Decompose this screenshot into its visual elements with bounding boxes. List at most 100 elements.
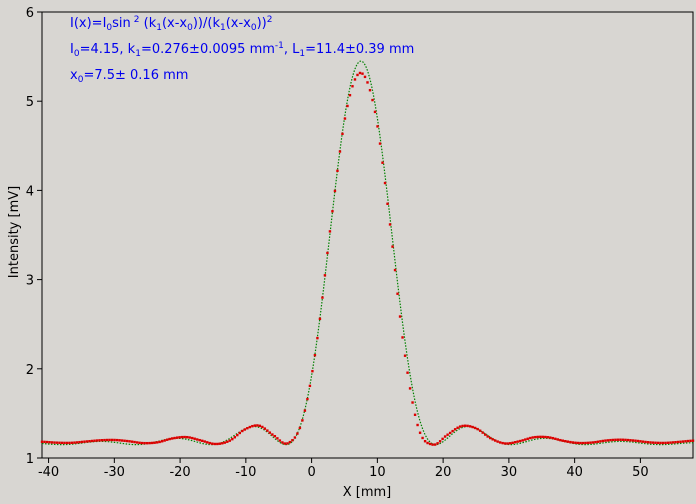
- data-point: [554, 437, 557, 440]
- data-point: [55, 441, 59, 444]
- data-point: [281, 441, 284, 444]
- data-point: [604, 439, 607, 442]
- data-point: [226, 440, 229, 443]
- data-point: [654, 441, 657, 444]
- data-point: [233, 436, 236, 439]
- data-point: [574, 441, 577, 444]
- data-point: [606, 439, 610, 442]
- data-point: [201, 439, 204, 442]
- axis-ticks: -40 -30 -20 -10 0 10 20 30 40 50 1 2 3 4 5 6: [26, 6, 649, 480]
- data-point: [196, 438, 199, 441]
- data-point: [278, 439, 282, 442]
- data-point: [541, 435, 544, 439]
- data-point: [343, 117, 347, 120]
- data-point: [168, 437, 171, 441]
- data-point: [586, 441, 590, 445]
- data-point: [120, 439, 124, 442]
- data-point: [108, 438, 111, 442]
- data-point: [519, 439, 522, 443]
- data-point: [501, 441, 504, 445]
- data-point: [338, 150, 342, 153]
- data-point: [323, 274, 327, 277]
- data-point: [539, 435, 542, 439]
- data-point: [659, 441, 662, 445]
- data-point: [386, 202, 389, 205]
- data-point: [113, 438, 116, 442]
- data-point: [178, 436, 181, 439]
- data-point: [674, 441, 677, 444]
- data-point: [641, 440, 645, 443]
- data-point: [601, 439, 605, 443]
- data-point: [491, 438, 494, 441]
- data-point: [496, 440, 499, 443]
- data-point: [85, 440, 89, 443]
- data-point: [463, 424, 467, 427]
- data-point: [143, 441, 146, 445]
- data-point: [383, 181, 387, 185]
- data-point: [684, 440, 687, 443]
- data-point: [103, 438, 106, 442]
- data-point: [466, 424, 469, 428]
- data-point: [629, 439, 632, 442]
- data-point: [626, 438, 630, 442]
- data-point: [421, 436, 424, 440]
- data-point: [594, 440, 597, 444]
- data-point: [78, 440, 81, 444]
- data-point: [333, 189, 337, 193]
- data-point: [328, 230, 332, 233]
- data-point: [536, 435, 539, 439]
- data-point: [488, 436, 492, 440]
- data-point: [486, 435, 489, 438]
- data-point: [418, 431, 422, 434]
- data-point: [423, 440, 427, 443]
- data-point: [509, 442, 512, 445]
- data-point: [95, 439, 99, 442]
- data-point: [599, 440, 602, 443]
- data-point: [188, 436, 191, 439]
- data-point: [441, 437, 444, 441]
- data-point: [534, 435, 537, 439]
- data-point: [644, 440, 647, 444]
- data-point: [251, 424, 254, 428]
- data-point: [80, 440, 84, 444]
- data-point: [546, 436, 549, 439]
- data-point: [433, 443, 437, 446]
- data-point: [619, 438, 622, 441]
- data-point: [133, 440, 136, 444]
- data-point: [526, 437, 529, 440]
- data-point: [621, 438, 625, 441]
- data-point: [48, 441, 51, 444]
- data-point: [241, 429, 244, 433]
- data-point: [331, 210, 334, 213]
- data-point: [123, 439, 126, 442]
- data-point: [140, 441, 144, 445]
- x-tick-label: -20: [169, 465, 190, 480]
- data-point: [478, 429, 482, 432]
- data-point: [138, 441, 141, 445]
- data-point: [471, 425, 474, 429]
- plot-area: [41, 11, 694, 459]
- center-parameter: x0=7.5± 0.16 mm: [70, 68, 188, 85]
- data-point: [556, 438, 559, 441]
- data-point: [90, 439, 94, 443]
- data-point: [248, 425, 252, 429]
- data-point: [283, 442, 287, 445]
- y-tick-label: 5: [26, 95, 34, 110]
- data-point: [268, 431, 272, 434]
- data-point: [75, 441, 79, 444]
- data-point: [504, 442, 507, 445]
- data-point: [98, 439, 101, 442]
- data-point: [223, 441, 226, 444]
- data-point: [148, 441, 151, 445]
- data-point: [163, 439, 166, 442]
- data-point: [691, 439, 695, 442]
- data-point: [118, 439, 121, 442]
- data-point: [529, 436, 532, 440]
- data-point: [153, 441, 156, 444]
- data-point: [473, 426, 477, 430]
- x-tick-label: 20: [435, 465, 452, 480]
- data-point: [318, 317, 322, 321]
- data-point: [453, 428, 457, 431]
- data-point: [173, 436, 176, 440]
- data-point: [656, 441, 660, 445]
